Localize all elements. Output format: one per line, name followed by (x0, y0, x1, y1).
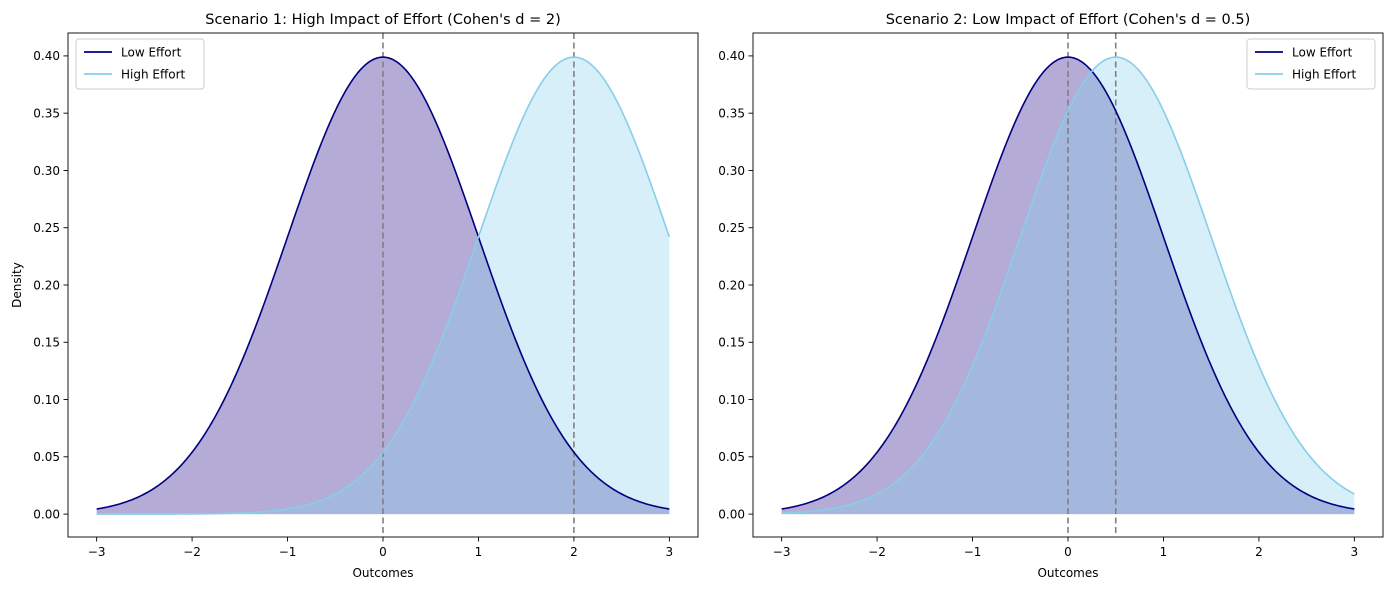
y-tick-label: 0.30 (718, 164, 745, 178)
line-high-effort (781, 56, 1355, 514)
x-tick-label: 3 (1351, 545, 1359, 559)
x-tick-label: 2 (570, 545, 578, 559)
line-low-effort (96, 56, 670, 510)
y-tick-label: 0.05 (33, 450, 60, 464)
y-tick-label: 0.25 (33, 221, 60, 235)
legend-label: Low Effort (121, 45, 182, 59)
y-tick-label: 0.35 (33, 106, 60, 120)
y-tick-label: 0.10 (718, 393, 745, 407)
x-tick-label: −2 (868, 545, 886, 559)
y-tick-label: 0.05 (718, 450, 745, 464)
x-tick-label: −1 (964, 545, 982, 559)
y-tick-label: 0.20 (718, 278, 745, 292)
plot-area (96, 33, 671, 537)
x-tick-label: −3 (88, 545, 106, 559)
chart-1: −3 −2 −1 0 1 2 3 0.00 0.05 0.10 0.15 0.20 0.25 0.30 0.… (10, 12, 699, 580)
y-tick-label: 0.40 (33, 49, 60, 63)
y-tick-label: 0.00 (718, 507, 745, 521)
x-tick-label: 0 (1064, 545, 1072, 559)
y-tick-label: 0.30 (33, 164, 60, 178)
y-tick-label: 0.15 (33, 336, 60, 350)
x-tick-label: −3 (773, 545, 791, 559)
y-tick-label: 0.00 (33, 507, 60, 521)
y-tick-label: 0.20 (33, 278, 60, 292)
x-tick-label: 0 (379, 545, 387, 559)
y-tick-label: 0.15 (718, 336, 745, 350)
y-axis-label: Density (10, 262, 24, 308)
x-axis-label: Outcomes (352, 566, 413, 580)
plot-area (781, 33, 1355, 537)
legend-label: Low Effort (1292, 45, 1353, 59)
y-tick-label: 0.10 (33, 393, 60, 407)
x-tick-label: 1 (1160, 545, 1168, 559)
y-tick-label: 0.35 (718, 106, 745, 120)
x-tick-label: −1 (279, 545, 297, 559)
x-tick-label: −2 (183, 545, 201, 559)
y-tick-label: 0.40 (718, 49, 745, 63)
x-axis-label: Outcomes (1037, 566, 1098, 580)
y-tick-label: 0.25 (718, 221, 745, 235)
chart-title: Scenario 2: Low Impact of Effort (Cohen'… (886, 12, 1251, 28)
legend-label: High Effort (1292, 67, 1357, 81)
chart-title: Scenario 1: High Impact of Effort (Cohen… (205, 12, 560, 28)
area-high-effort (96, 57, 670, 515)
line-low-effort (781, 56, 1355, 510)
x-tick-label: 3 (666, 545, 674, 559)
x-tick-label: 1 (475, 545, 483, 559)
legend: Low Effort High Effort (1246, 38, 1376, 90)
line-high-effort (96, 56, 671, 515)
x-tick-label: 2 (1255, 545, 1263, 559)
legend: Low Effort High Effort (75, 38, 205, 90)
chart-2: −3 −2 −1 0 1 2 3 0.00 0.05 0.10 0.15 0.20 0.25 0.30 0.… (718, 12, 1384, 580)
legend-label: High Effort (121, 67, 186, 81)
